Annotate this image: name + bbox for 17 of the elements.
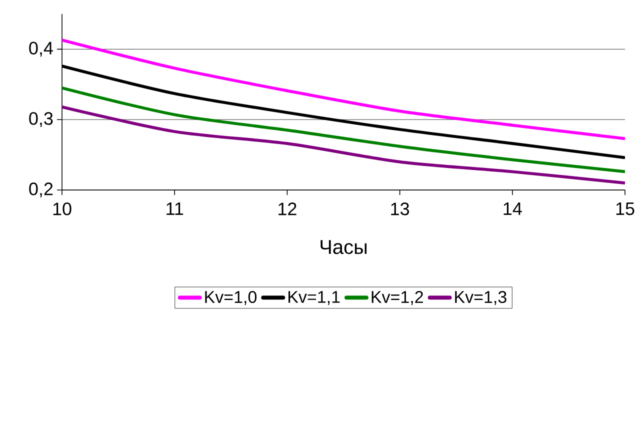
x-tick-label: 14 [504, 202, 522, 215]
x-tick-label: 12 [278, 202, 296, 216]
y-tick-label: 0,3 [29, 112, 53, 128]
x-axis-title: Часы [320, 240, 367, 254]
x-tick-label: 13 [391, 202, 410, 216]
legend-label: Kv=1,3 [455, 290, 506, 306]
x-tick-label: 11 [166, 202, 184, 215]
line-series [62, 86, 625, 174]
line-series [62, 105, 625, 184]
x-tick-label: 15 [616, 202, 634, 216]
y-tick-label: 0,2 [29, 182, 53, 198]
legend-label: Kv=1,1 [288, 291, 340, 305]
legend-label: Kv=1,0 [205, 290, 257, 306]
line-series [62, 38, 625, 140]
legend-label: Kv=1,2 [372, 290, 423, 306]
x-tick-label: 10 [53, 202, 72, 216]
y-tick-label: 0,4 [29, 42, 53, 57]
